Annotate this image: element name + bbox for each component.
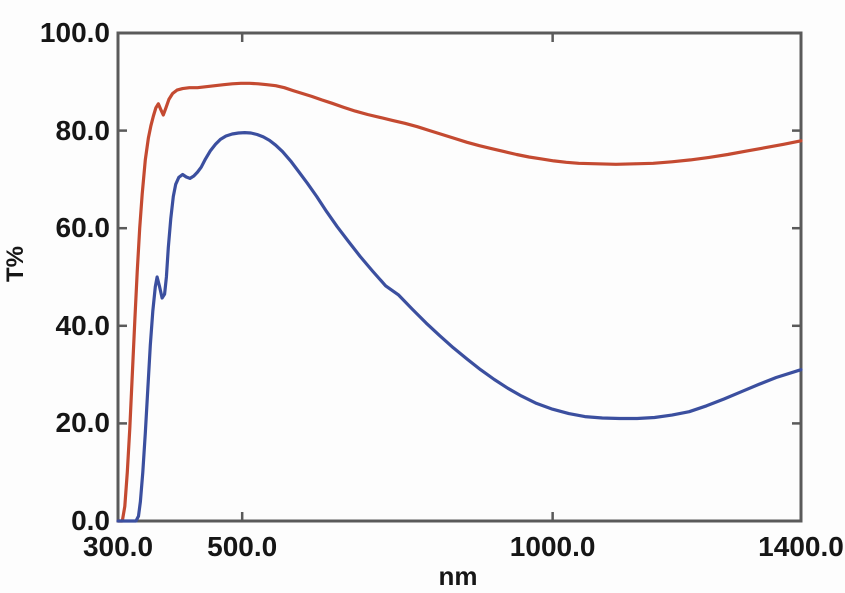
y-tick-label: 40.0 — [55, 309, 111, 341]
x-tick-label: 1400.0 — [758, 531, 844, 562]
x-tick-label: 300.0 — [82, 531, 154, 562]
y-tick-label: 100.0 — [39, 17, 110, 48]
plot-frame — [116, 31, 803, 523]
y-tick-label: 20.0 — [55, 407, 111, 439]
x-tick-label: 500.0 — [207, 531, 278, 562]
y-tick-label: 0.0 — [71, 505, 110, 536]
lower-curve-blue — [116, 131, 803, 523]
y-axis-title: T% — [2, 246, 29, 282]
y-tick-label: 60.0 — [55, 212, 111, 244]
x-axis-title: nm — [438, 561, 478, 591]
upper-curve-red — [116, 81, 803, 523]
y-tick-label: 80.0 — [55, 114, 111, 146]
x-tick-label: 1000.0 — [509, 531, 596, 562]
